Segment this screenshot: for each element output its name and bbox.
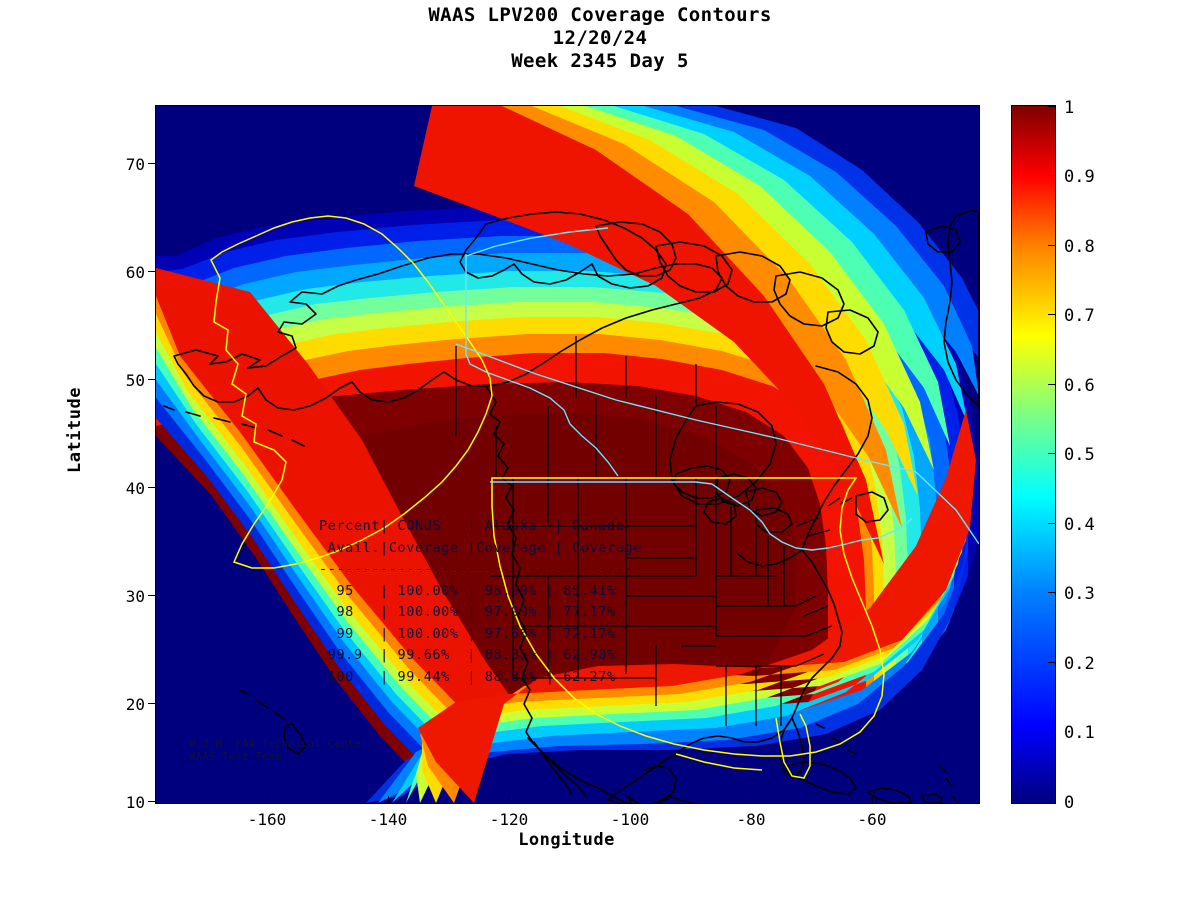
ytick-mark-70 <box>148 163 155 164</box>
colorbar-label-0: 0 <box>1064 793 1075 813</box>
title-line-2: 12/20/24 <box>552 27 648 49</box>
colorbar-label-1: 1 <box>1064 98 1075 118</box>
stats-row-95: 95 | 100.00% | 98.99% | 85.41% <box>319 582 616 599</box>
colorbar-label-02: 0.2 <box>1064 654 1095 674</box>
ytick-mark-30 <box>148 595 155 596</box>
state-borders <box>455 336 853 726</box>
xtick-mark-160 <box>267 796 268 803</box>
ytick-mark-10 <box>148 801 155 802</box>
x-axis-label: Longitude <box>518 830 615 850</box>
colorbar-tick-07 <box>1048 314 1055 315</box>
ytick-mark-60 <box>148 271 155 272</box>
ytick-label-30: 30 <box>125 587 145 606</box>
colorbar-tick-02 <box>1048 662 1055 663</box>
colorbar-label-04: 0.4 <box>1064 515 1095 535</box>
coverage-contour-svg <box>156 106 979 803</box>
colorbar-tick-1 <box>1048 106 1055 107</box>
colorbar-tick-06 <box>1048 384 1055 385</box>
colorbar-label-01: 0.1 <box>1064 723 1095 743</box>
colorbar-label-03: 0.3 <box>1064 584 1095 604</box>
xtick-label-120: -120 <box>489 810 529 829</box>
south-edge-gradient-overlay <box>356 410 979 803</box>
coverage-statistics-table: Percent| CONUS | Alaska | Canada Avail.|… <box>319 516 642 688</box>
attribution-line-2: WAAS Test Team <box>189 751 282 763</box>
colorbar-label-05: 0.5 <box>1064 445 1095 465</box>
colorbar-tick-09 <box>1048 175 1055 176</box>
stats-row-999: 99.9 | 99.66% | 88.85% | 62.90% <box>319 647 616 663</box>
stats-divider: ------------------------------------- <box>319 561 642 577</box>
stats-row-99: 99 | 100.00% | 97.66% | 72.17% <box>319 625 616 642</box>
ytick-label-60: 60 <box>125 263 145 282</box>
title-line-3: Week 2345 Day 5 <box>511 50 689 72</box>
colorbar-tick-01 <box>1048 731 1055 732</box>
y-axis-label: Latitude <box>65 387 85 473</box>
ytick-mark-50 <box>148 379 155 380</box>
colorbar-tick-04 <box>1048 523 1055 524</box>
stats-row-98: 98 | 100.00% | 97.99% | 77.17% <box>319 604 616 620</box>
us-canada-border <box>455 227 979 551</box>
colorbar-tick-08 <box>1048 245 1055 246</box>
colorbar-tick-05 <box>1048 453 1055 454</box>
stats-header-row-2: Avail.|Coverage |Coverage | Coverage <box>319 539 642 556</box>
page-title: WAAS LPV200 Coverage Contours 12/20/24 W… <box>0 4 1200 73</box>
xtick-label-60: -60 <box>857 810 887 829</box>
colorbar-gradient <box>1012 106 1055 803</box>
south-pacific-gradient-overlay <box>156 268 588 803</box>
coverage-map-plot: Percent| CONUS | Alaska | Canada Avail.|… <box>155 105 980 804</box>
ytick-mark-40 <box>148 487 155 488</box>
colorbar-label-06: 0.6 <box>1064 376 1095 396</box>
ytick-label-70: 70 <box>125 155 145 174</box>
xtick-mark-80 <box>751 796 752 803</box>
ytick-mark-20 <box>148 703 155 704</box>
xtick-mark-140 <box>388 796 389 803</box>
coastlines <box>163 209 979 803</box>
map-canvas: Percent| CONUS | Alaska | Canada Avail.|… <box>156 106 979 803</box>
ytick-label-50: 50 <box>125 371 145 390</box>
xtick-mark-60 <box>872 796 873 803</box>
ytick-label-10: 10 <box>125 793 145 812</box>
xtick-label-80: -80 <box>736 810 766 829</box>
xtick-label-140: -140 <box>368 810 408 829</box>
xtick-mark-120 <box>509 796 510 803</box>
colorbar <box>1011 105 1056 804</box>
xtick-label-100: -100 <box>610 810 650 829</box>
attribution-line-1: W.J.H. FAA Technical Center <box>189 738 368 750</box>
stats-header-row-1: Percent| CONUS | Alaska | Canada <box>319 518 625 534</box>
attribution-text: W.J.H. FAA Technical Center WAAS Test Te… <box>189 738 368 764</box>
colorbar-tick-03 <box>1048 592 1055 593</box>
colorbar-label-09: 0.9 <box>1064 167 1095 187</box>
colorbar-label-08: 0.8 <box>1064 237 1095 257</box>
colorbar-label-07: 0.7 <box>1064 306 1095 326</box>
service-volume-boundary <box>210 215 885 779</box>
colorbar-tick-0 <box>1048 801 1055 802</box>
xtick-label-160: -160 <box>247 810 287 829</box>
ytick-label-20: 20 <box>125 695 145 714</box>
ytick-label-40: 40 <box>125 479 145 498</box>
xtick-mark-100 <box>630 796 631 803</box>
title-line-1: WAAS LPV200 Coverage Contours <box>428 4 772 26</box>
stats-row-100: 100 | 99.44% | 88.85% | 62.27% <box>319 668 616 685</box>
